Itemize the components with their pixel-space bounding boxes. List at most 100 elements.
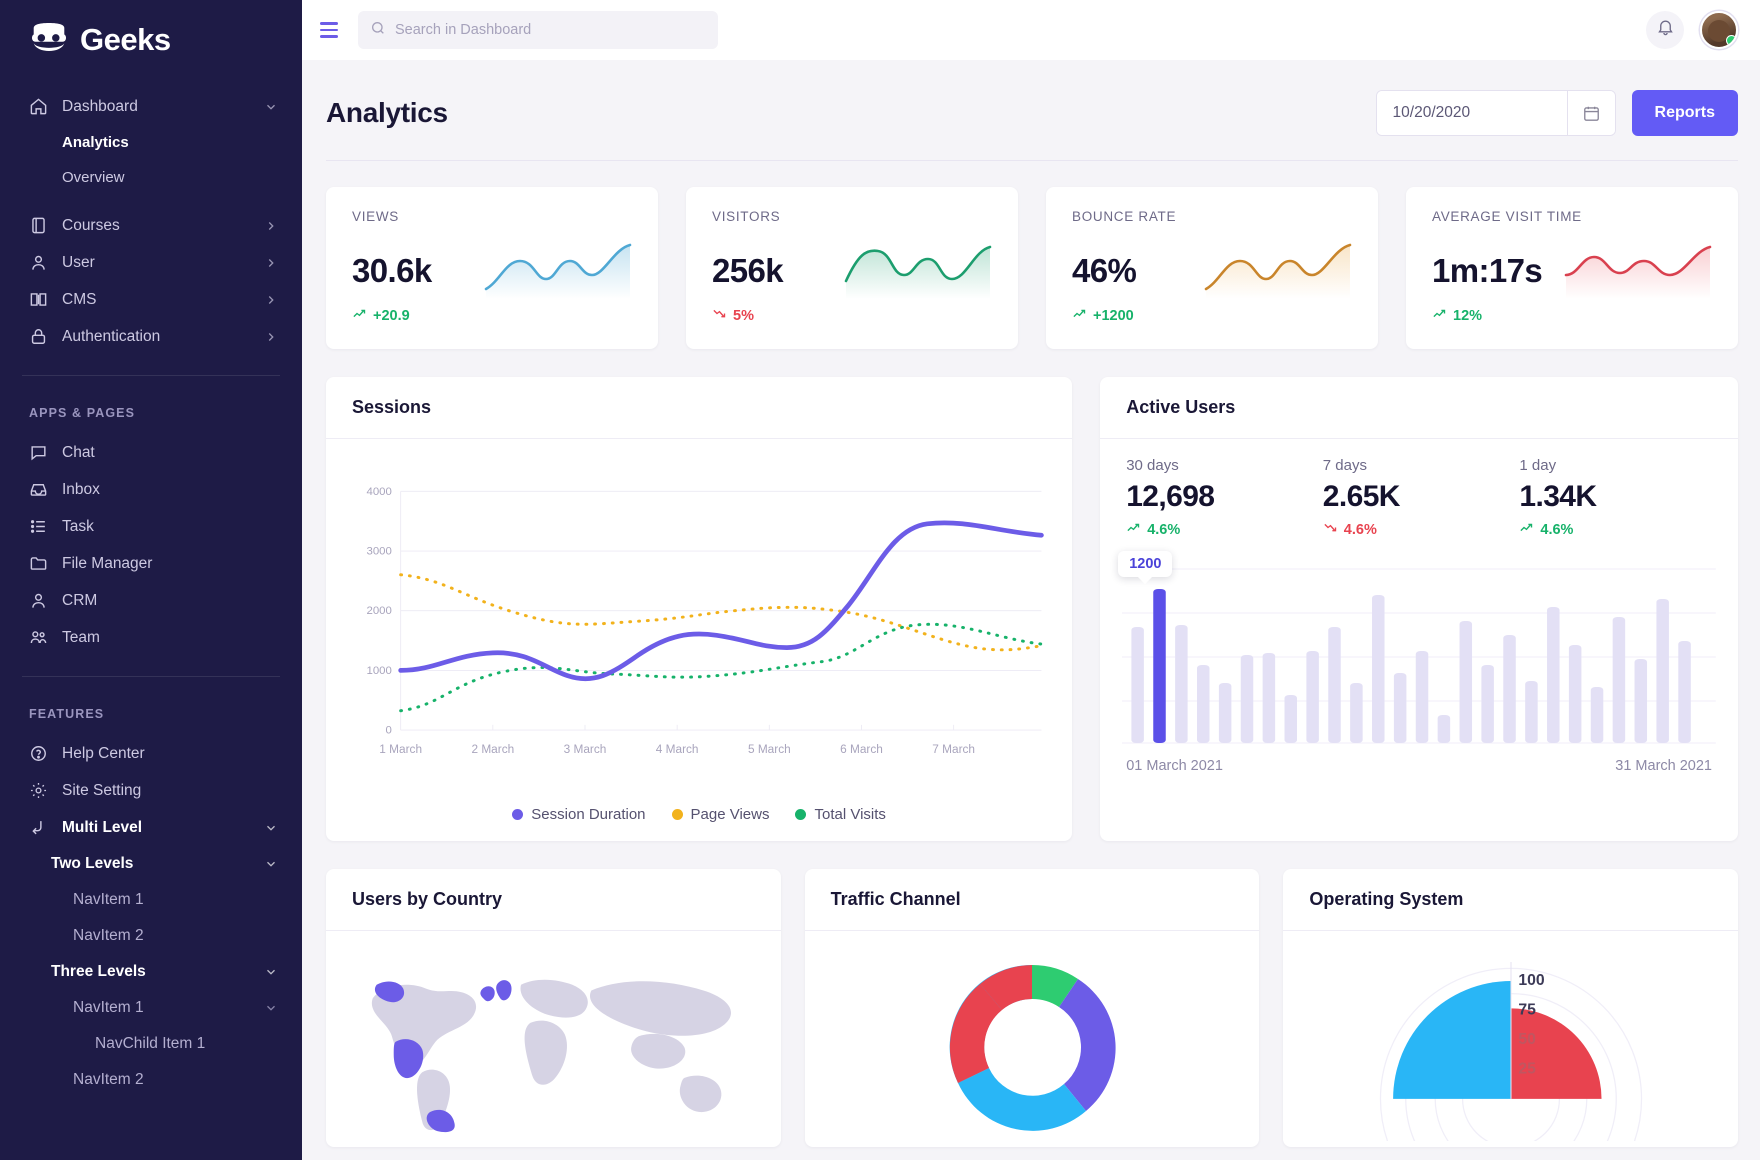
legend-item-total-visits[interactable]: Total Visits [795,806,886,823]
date-input[interactable] [1376,91,1567,135]
legend-label: Session Duration [531,806,646,823]
sidebar-item-user[interactable]: User [0,244,302,281]
sidebar: Geeks Dashboard Analytics Overview [0,0,302,1160]
svg-text:3000: 3000 [367,546,392,558]
sidebar-item-team[interactable]: Team [0,619,302,656]
trend-up-icon [1126,520,1141,539]
traffic-channel-card: Traffic Channel [804,869,1260,1147]
sidebar-item-label: Multi Level [62,818,143,836]
trend-up-icon [1432,306,1447,325]
chevron-right-icon [264,330,278,344]
svg-text:25: 25 [1518,1061,1536,1078]
au-label: 30 days [1126,457,1179,474]
sidebar-item-analytics[interactable]: Analytics [33,125,302,160]
calendar-icon[interactable] [1566,91,1615,135]
sidebar-item-navitem-2[interactable]: NavItem 2 [44,918,302,954]
gear-icon [29,781,48,800]
search-box[interactable] [358,11,718,49]
chevron-down-icon [264,821,278,835]
sidebar-item-multi-level[interactable]: Multi Level [0,809,302,846]
sidebar-item-site-setting[interactable]: Site Setting [0,772,302,809]
sidebar-item-label: Three Levels [51,963,146,980]
sidebar-item-dashboard[interactable]: Dashboard [0,88,302,125]
sessions-card-body: 4000 3000 2000 1000 0 [326,439,1072,841]
sidebar-item-three-levels[interactable]: Three Levels [22,954,302,990]
active-users-stat-30-days: 30 days 12,698 4.6% [1126,457,1319,539]
svg-text:7 March: 7 March [932,742,975,756]
stat-delta-value: 12% [1453,307,1483,324]
legend-dot-session-duration [512,809,524,820]
legend-item-session-duration[interactable]: Session Duration [512,806,646,823]
sidebar-item-cms[interactable]: CMS [0,281,302,318]
hamburger-icon[interactable] [320,19,342,41]
brand[interactable]: Geeks [0,0,302,74]
active-users-tooltip: 1200 [1118,551,1173,577]
stat-delta-value: 5% [733,307,754,324]
sidebar-submenu-two-levels: NavItem 1 NavItem 2 [22,882,302,954]
legend-label: Page Views [690,806,770,823]
reports-button[interactable]: Reports [1631,90,1738,136]
stat-delta: +20.9 [352,306,632,325]
svg-text:50: 50 [1518,1031,1536,1048]
au-value: 1.34K [1519,480,1597,513]
sidebar-item-inbox[interactable]: Inbox [0,471,302,508]
sidebar-submenu-navitem-1: NavChild Item 1 [44,1026,302,1062]
svg-text:2000: 2000 [367,605,392,617]
sidebar-item-label: Dashboard [62,97,138,115]
sidebar-item-two-levels[interactable]: Two Levels [22,846,302,882]
stat-value: 30.6k [352,252,432,289]
sidebar-item-authentication[interactable]: Authentication [0,318,302,355]
traffic-channel-header: Traffic Channel [804,869,1260,931]
svg-text:6 March: 6 March [840,742,883,756]
au-label: 1 day [1519,457,1557,474]
sidebar-item-navchild-item-1[interactable]: NavChild Item 1 [66,1026,302,1062]
world-map[interactable] [326,931,781,1141]
sidebar-item-file-manager[interactable]: File Manager [0,545,302,582]
sidebar-item-overview[interactable]: Overview [33,160,302,195]
sidebar-item-help-center[interactable]: Help Center [0,735,302,772]
sidebar-item-three-navitem-1[interactable]: NavItem 1 [44,990,302,1026]
legend-dot-total-visits [795,809,807,820]
au-delta-value: 4.6% [1147,521,1181,538]
sidebar-item-courses[interactable]: Courses [0,207,302,244]
legend-dot-page-views [671,809,683,820]
trend-up-icon [1072,306,1087,325]
notifications-button[interactable] [1646,11,1684,49]
trend-up-icon [1519,520,1534,539]
search-input[interactable] [395,22,706,38]
sidebar-item-label: Courses [62,216,120,234]
stat-card-views: VIEWS 30.6k +2 [326,187,658,349]
stat-card-bounce-rate: BOUNCE RATE 46% [1046,187,1378,349]
svg-text:75: 75 [1518,1002,1536,1019]
operating-system-gauge[interactable]: 100 75 50 25 [1283,931,1738,1141]
active-users-chart-wrap: 1200 [1100,545,1738,750]
avatar[interactable] [1700,11,1738,49]
stat-value: 1m:17s [1432,252,1543,289]
sparkline-average-visit-time [1564,245,1712,299]
active-users-stats: 30 days 12,698 4.6% 7 days 2.65K [1100,439,1738,545]
sessions-card: Sessions [326,377,1073,841]
stat-label: VISITORS [712,209,781,224]
sidebar-item-chat[interactable]: Chat [0,434,302,471]
sidebar-item-three-navitem-2[interactable]: NavItem 2 [44,1062,302,1098]
stat-card-average-visit-time: AVERAGE VISIT TIME 1m:17s [1406,187,1738,349]
active-users-highlight-bar [1153,589,1166,743]
geeks-logo-icon [28,23,70,57]
card-title: Users by Country [352,889,503,909]
au-delta-value: 4.6% [1343,521,1377,538]
user-icon [29,253,48,272]
date-picker[interactable] [1375,90,1616,136]
sidebar-item-task[interactable]: Task [0,508,302,545]
range-start-date: 01 March 2021 [1126,758,1223,774]
traffic-channel-donut[interactable] [805,931,1260,1147]
legend-item-page-views[interactable]: Page Views [671,806,770,823]
sidebar-item-label: Chat [62,443,95,461]
active-users-stat-1-day: 1 day 1.34K 4.6% [1519,457,1712,539]
sparkline-views [484,243,632,299]
active-users-stat-7-days: 7 days 2.65K 4.6% [1323,457,1516,539]
sidebar-item-navitem-1[interactable]: NavItem 1 [44,882,302,918]
chevron-right-icon [264,256,278,270]
svg-text:0: 0 [386,725,392,737]
sidebar-item-crm[interactable]: CRM [0,582,302,619]
page-actions: Reports [1375,90,1738,136]
